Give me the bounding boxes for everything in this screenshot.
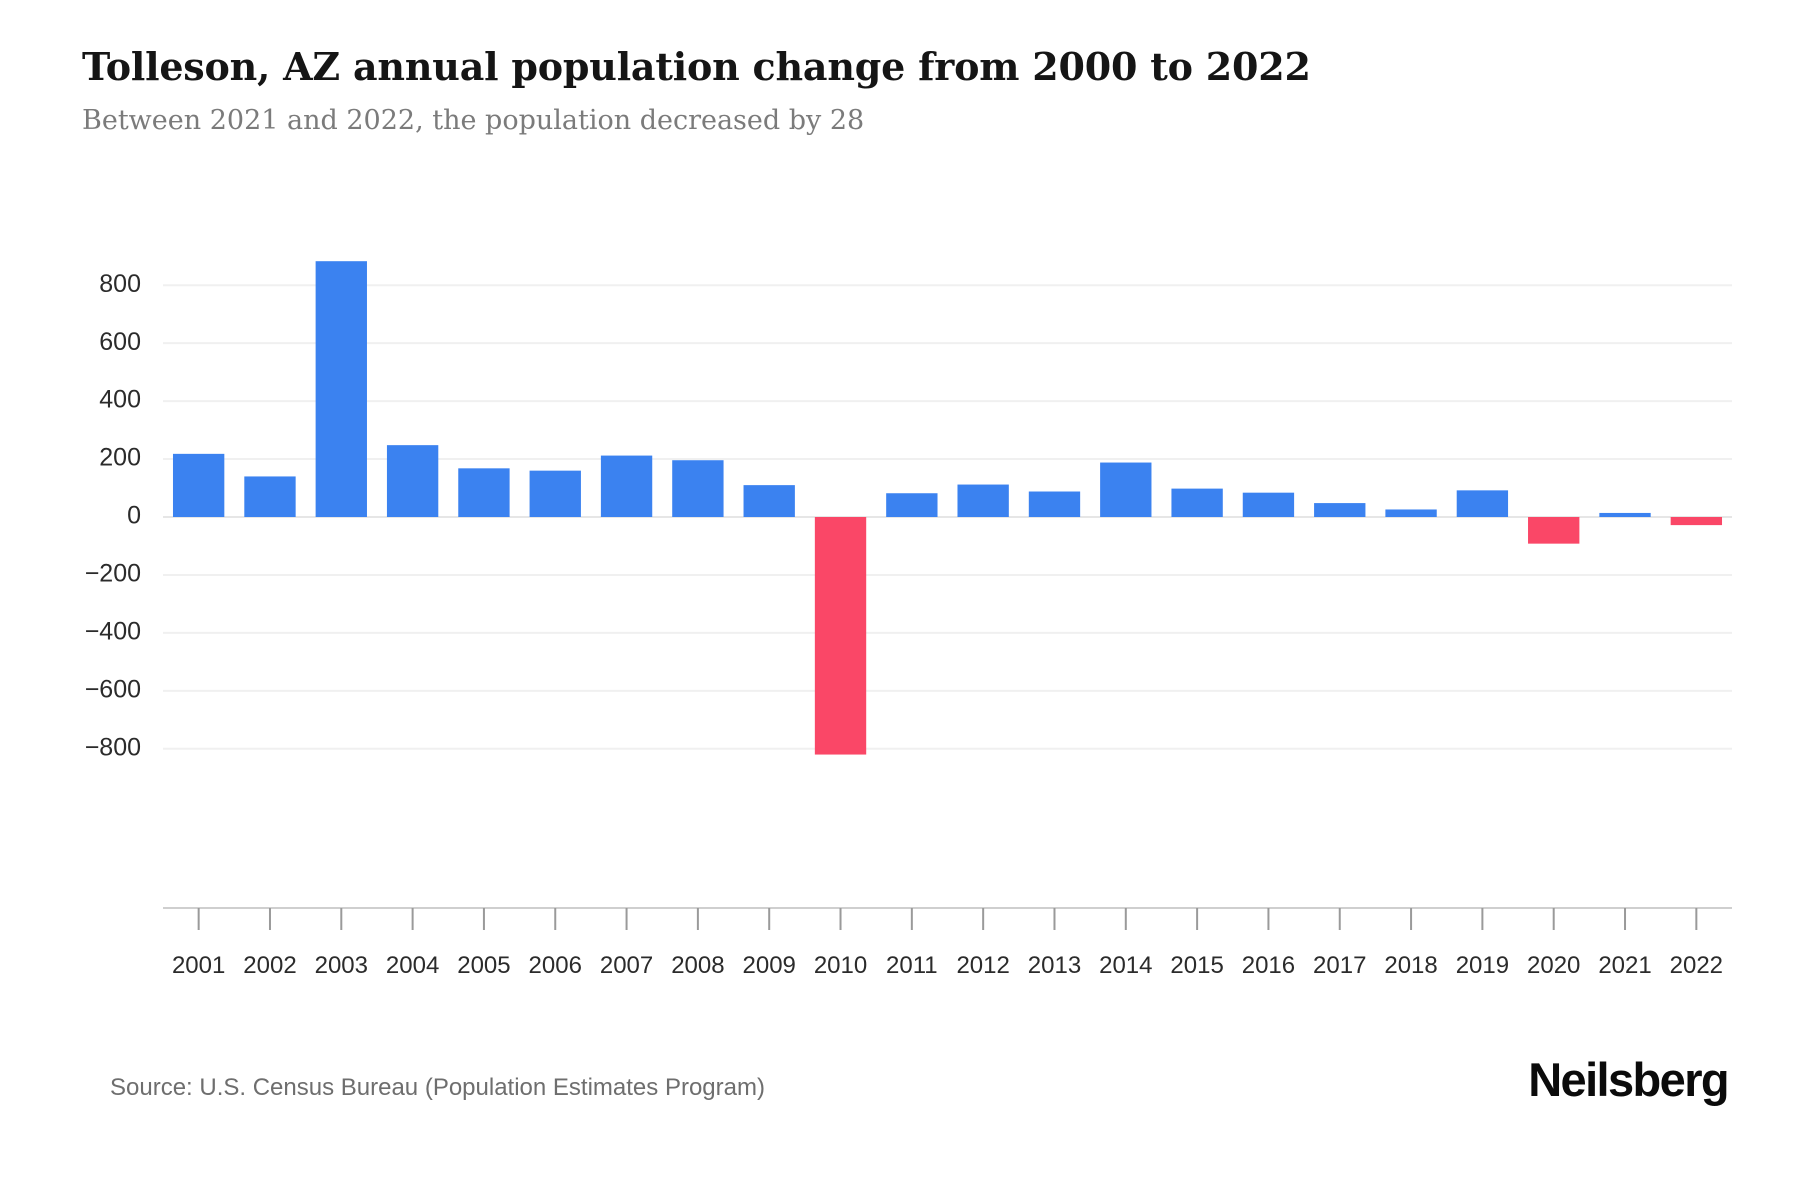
x-axis-tick-label: 2021 xyxy=(1598,952,1651,979)
bar-2015[interactable] xyxy=(1171,488,1223,517)
x-axis-tick-label: 2017 xyxy=(1313,952,1366,979)
bar-2006[interactable] xyxy=(529,470,581,517)
x-axis-tick-label: 2011 xyxy=(886,952,938,979)
bar-2017[interactable] xyxy=(1314,503,1366,517)
x-axis xyxy=(163,907,1732,930)
y-axis-tick-labels: 800 600 400 200 0 −200 −400 −600 −800 xyxy=(85,270,141,762)
bar-2021[interactable] xyxy=(1599,512,1651,517)
bar-2002[interactable] xyxy=(244,476,296,517)
y-axis-tick-label: 0 xyxy=(127,502,141,530)
x-axis-tick-label: 2019 xyxy=(1456,952,1509,979)
bar-2008[interactable] xyxy=(672,460,724,517)
x-axis-tick-label: 2015 xyxy=(1170,952,1223,979)
bars xyxy=(172,261,1723,755)
bar-2007[interactable] xyxy=(600,455,653,517)
y-axis-tick-label: 400 xyxy=(99,386,141,414)
x-axis-tick-label: 2009 xyxy=(743,952,796,979)
x-axis-tick-label: 2016 xyxy=(1242,952,1295,979)
bar-2016[interactable] xyxy=(1242,492,1295,517)
y-axis-tick-label: 600 xyxy=(99,328,141,356)
chart-subtitle: Between 2021 and 2022, the population de… xyxy=(82,104,865,136)
x-axis-tick-label: 2001 xyxy=(172,952,225,979)
x-axis-tick-label: 2008 xyxy=(671,952,724,979)
bar-2012[interactable] xyxy=(957,484,1009,517)
bar-2022[interactable] xyxy=(1670,517,1723,526)
x-axis-tick-labels: 2001 2002 2003 2004 2005 2006 2007 2008 2009 2010… xyxy=(172,952,1723,979)
bar-2018[interactable] xyxy=(1385,509,1437,517)
x-axis-tick-label: 2018 xyxy=(1384,952,1437,979)
bar-2014[interactable] xyxy=(1100,462,1152,517)
y-axis-tick-label: 200 xyxy=(99,444,141,472)
x-axis-tick-label: 2014 xyxy=(1099,952,1152,979)
y-axis-tick-label: −600 xyxy=(85,675,141,703)
source-note: Source: U.S. Census Bureau (Population E… xyxy=(110,1074,765,1101)
y-axis-tick-label: −800 xyxy=(85,733,141,761)
x-axis-tick-label: 2022 xyxy=(1670,952,1723,979)
x-axis-tick-label: 2006 xyxy=(529,952,582,979)
bar-2004[interactable] xyxy=(386,445,439,517)
x-axis-tick-label: 2003 xyxy=(315,952,368,979)
x-axis-tick-label: 2005 xyxy=(457,952,510,979)
x-axis-tick-label: 2012 xyxy=(956,952,1009,979)
bar-2013[interactable] xyxy=(1028,491,1081,517)
x-axis-tick-label: 2020 xyxy=(1527,952,1580,979)
neilsberg-logo: Neilsberg xyxy=(1528,1053,1729,1106)
bar-2011[interactable] xyxy=(886,493,938,517)
x-axis-tick-label: 2007 xyxy=(600,952,653,979)
y-axis-tick-label: −200 xyxy=(85,560,141,588)
x-axis-tick-label: 2004 xyxy=(386,952,439,979)
page-title: Tolleson, AZ annual population change fr… xyxy=(82,44,1311,89)
x-axis-tick-label: 2002 xyxy=(243,952,296,979)
bar-2003[interactable] xyxy=(315,261,367,517)
bar-2009[interactable] xyxy=(743,485,795,517)
bar-2010[interactable] xyxy=(814,517,867,755)
chart-header: Tolleson, AZ annual population change fr… xyxy=(82,44,1722,136)
bar-2019[interactable] xyxy=(1456,490,1509,517)
bar-2020[interactable] xyxy=(1528,517,1580,544)
x-axis-tick-label: 2010 xyxy=(814,952,867,979)
x-axis-tick-label: 2013 xyxy=(1028,952,1081,979)
y-axis-tick-label: 800 xyxy=(99,270,141,298)
y-axis-tick-label: −400 xyxy=(85,617,141,645)
bar-2005[interactable] xyxy=(458,468,510,517)
bar-2001[interactable] xyxy=(172,453,225,517)
